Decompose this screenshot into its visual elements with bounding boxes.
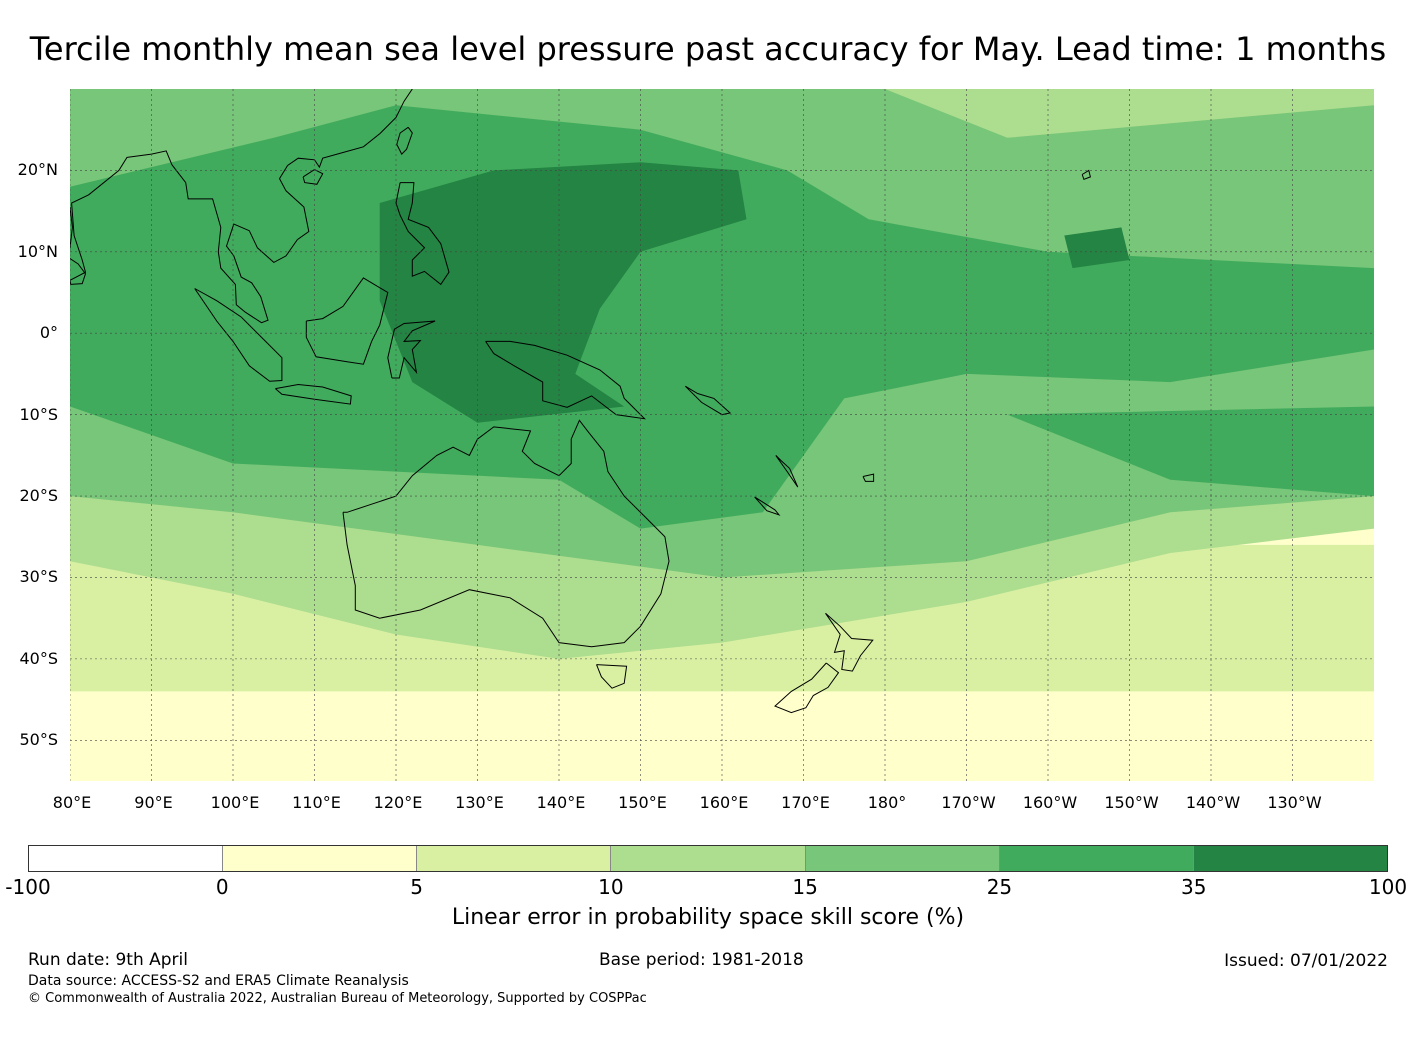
colorbar [28, 845, 1388, 872]
tasmania-coastline [596, 664, 628, 689]
new-guinea-coastline [485, 340, 647, 420]
sri-lanka-coastline [70, 257, 87, 285]
skill-score-map [70, 89, 1374, 781]
lon-label: 140°W [1185, 793, 1241, 812]
colorbar-segment [1193, 846, 1387, 871]
sumatra-coastline [194, 288, 283, 382]
colorbar-tick: -100 [5, 875, 51, 899]
lon-label: 130°E [455, 793, 504, 812]
lat-label: 40°S [19, 648, 58, 668]
base-period: Base period: 1981-2018 [599, 950, 804, 970]
lat-label: 10°S [19, 404, 58, 424]
lon-label: 170°W [941, 793, 996, 812]
lon-label: 150°E [618, 793, 667, 812]
lat-label: 20°N [17, 160, 58, 180]
lon-label: 140°E [536, 793, 586, 812]
colorbar-tick: 35 [1180, 875, 1207, 899]
issued-date: Issued: 07/01/2022 [1224, 951, 1388, 971]
lon-label: 90°E [134, 793, 173, 812]
south-island-coastline [774, 662, 840, 714]
hawaii-coastline [1081, 169, 1091, 181]
lon-label: 110°E [292, 793, 341, 812]
map-title: Tercile monthly mean sea level pressure … [29, 30, 1387, 68]
fiji-coastline [862, 473, 875, 482]
colorbar-tick: 5 [410, 875, 423, 899]
colorbar-tick: 15 [792, 875, 818, 899]
colorbar-tick: 0 [215, 875, 229, 899]
java-coastline [275, 383, 352, 405]
lon-label: 150°W [1104, 793, 1159, 812]
taiwan-coastline [396, 126, 413, 155]
sulawesi-coastline [387, 320, 436, 379]
lon-label: 100°E [210, 793, 260, 812]
australia-coastline [342, 419, 670, 648]
solomon-islands-coastline [684, 385, 732, 416]
lon-label: 80°E [52, 793, 92, 812]
colorbar-tick: 25 [986, 875, 1013, 899]
lon-label: 170°E [781, 793, 830, 812]
lon-label: 120°E [373, 793, 423, 812]
lon-label: 160°E [699, 793, 749, 812]
lat-label: 30°S [19, 567, 58, 587]
run-date: Run date: 9th April [28, 950, 188, 970]
colorbar-segment [223, 846, 418, 871]
colorbar-segment [999, 846, 1194, 871]
north-island-coastline [825, 612, 874, 672]
skill-band-5 [1007, 406, 1374, 497]
colorbar-tick: 10 [598, 875, 624, 899]
new-caledonia-coastline [754, 496, 781, 516]
philippines-coastline [395, 182, 450, 286]
map-canvas [70, 89, 1374, 781]
colorbar-label: Linear error in probability space skill … [451, 905, 965, 930]
lon-label: 160°W [1022, 793, 1078, 812]
lat-label: 50°S [19, 730, 58, 750]
colorbar-tick: 100 [1368, 875, 1408, 899]
lat-label: 20°S [19, 486, 58, 506]
lon-label: 180° [867, 793, 907, 812]
lat-label: 10°N [17, 241, 58, 261]
vanuatu-coastline [775, 455, 799, 488]
gridline-layer [70, 89, 1374, 781]
hainan-coastline [302, 169, 324, 185]
colorbar-segment [611, 846, 806, 871]
colorbar-segment [805, 846, 1000, 871]
colorbar-segment [417, 846, 612, 871]
skill-band-7 [1064, 227, 1130, 269]
lat-label: 0° [39, 323, 58, 343]
colorbar-segment [29, 846, 224, 871]
asia-mainland-coastline [70, 89, 413, 324]
copyright: © Commonwealth of Australia 2022, Austra… [28, 991, 647, 1006]
skill-band-6 [379, 162, 747, 423]
data-source: Data source: ACCESS-S2 and ERA5 Climate … [28, 973, 409, 989]
coastline-layer [70, 89, 1091, 714]
lon-label: 130°W [1267, 793, 1322, 812]
